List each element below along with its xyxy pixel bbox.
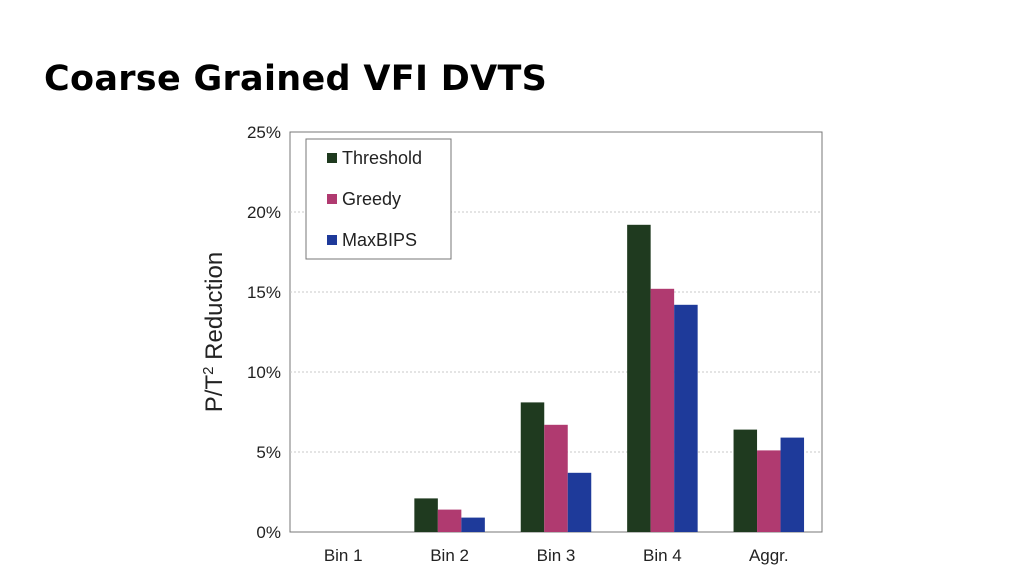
x-tick-label: Bin 1 bbox=[324, 546, 363, 565]
bar-threshold-bin-3 bbox=[520, 402, 545, 532]
legend-swatch bbox=[327, 153, 337, 163]
legend-label: MaxBIPS bbox=[342, 230, 417, 250]
y-tick-label: 15% bbox=[247, 283, 281, 302]
legend-swatch bbox=[327, 235, 337, 245]
slide-title: Coarse Grained VFI DVTS bbox=[44, 59, 548, 99]
bar-greedy-aggr bbox=[757, 450, 781, 532]
bar-marks bbox=[414, 224, 805, 533]
y-tick-label: 10% bbox=[247, 363, 281, 382]
bar-greedy-bin-4 bbox=[650, 288, 675, 532]
y-tick-label: 20% bbox=[247, 203, 281, 222]
y-axis-title: P/T2 Reduction bbox=[200, 252, 228, 412]
x-tick-label: Aggr. bbox=[749, 546, 789, 565]
bar-greedy-bin-2 bbox=[437, 509, 462, 532]
bar-maxbips-bin-2 bbox=[461, 517, 485, 532]
legend-swatch bbox=[327, 194, 337, 204]
legend-label: Threshold bbox=[342, 148, 422, 168]
y-tick-label: 0% bbox=[256, 523, 281, 542]
legend-label: Greedy bbox=[342, 189, 401, 209]
x-axis-ticks: Bin 1 Bin 2 Bin 3 Bin 4 Aggr. bbox=[324, 546, 789, 565]
x-tick-label: Bin 2 bbox=[430, 546, 469, 565]
bar-maxbips-aggr bbox=[780, 437, 805, 532]
y-tick-label: 5% bbox=[256, 443, 281, 462]
bar-maxbips-bin-4 bbox=[674, 304, 698, 532]
bar-threshold-bin-2 bbox=[414, 498, 438, 532]
bar-threshold-bin-4 bbox=[627, 224, 651, 533]
bar-maxbips-bin-3 bbox=[567, 472, 592, 532]
x-tick-label: Bin 3 bbox=[537, 546, 576, 565]
bar-threshold-aggr bbox=[733, 429, 758, 532]
y-tick-label: 25% bbox=[247, 123, 281, 142]
x-tick-label: Bin 4 bbox=[643, 546, 682, 565]
y-axis-ticks: 0% 5% 10% 15% 20% 25% bbox=[247, 123, 281, 542]
legend: Threshold Greedy MaxBIPS bbox=[305, 138, 452, 260]
bar-greedy-bin-3 bbox=[544, 424, 568, 532]
